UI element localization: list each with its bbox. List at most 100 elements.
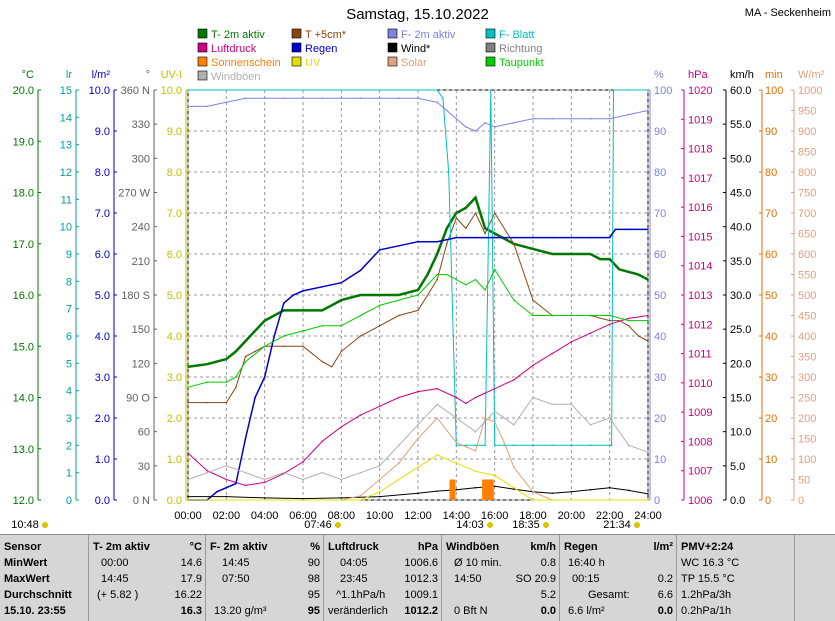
axis-tick-label: 500 — [798, 290, 816, 302]
col-humidity: F- 2m aktiv% 14:45 90 07:50 98 95 13.20 g/… — [205, 535, 324, 621]
legend-label: F- 2m aktiv — [401, 29, 456, 41]
data-point — [637, 335, 640, 337]
axis-tick-label: 1009 — [688, 407, 712, 419]
data-point — [490, 89, 492, 91]
axis-tick-label: 30 — [765, 372, 777, 384]
series-line — [188, 454, 648, 501]
sun-marker-label: 18:35 — [512, 519, 540, 531]
data-point — [442, 97, 444, 99]
data-point — [436, 278, 438, 281]
data-point — [628, 489, 630, 492]
sun-icon — [487, 522, 493, 528]
axis-tick-label: 4.0 — [95, 331, 110, 343]
data-point — [302, 290, 304, 292]
stats-table: Sensor MinWert MaxWert Durchschnitt 15.1… — [0, 534, 835, 621]
data-point — [321, 471, 323, 474]
cell: 95 — [307, 605, 320, 617]
axis-tick-label: 15 — [60, 85, 72, 97]
x-tick-label: 24:00 — [634, 510, 662, 522]
x-tick-label: 12:00 — [404, 510, 432, 522]
cell: 00:00 — [101, 557, 129, 569]
data-point — [493, 410, 496, 412]
data-point — [513, 486, 515, 489]
legend-label: F- Blatt — [499, 29, 534, 41]
axis-tick-label: 60 — [138, 427, 150, 439]
data-point — [647, 109, 649, 112]
series-windb-en — [187, 396, 649, 481]
data-point — [254, 350, 256, 353]
data-point — [455, 488, 458, 491]
legend: T- 2m aktiv T +5cm* F- 2m aktiv F- Blatt Luf… — [197, 28, 544, 83]
data-point — [398, 478, 400, 481]
data-point — [206, 401, 208, 404]
axis-tick-label: 4.0 — [167, 331, 182, 343]
axis-unit: ° — [146, 69, 150, 81]
axis-tick-label: 150 — [132, 324, 150, 336]
data-point — [235, 376, 237, 378]
x-tick-label: 06:00 — [289, 510, 317, 522]
hum-unit: % — [310, 541, 320, 553]
axis-tick-label: 80 — [765, 167, 777, 179]
axis-tick-label: 9.0 — [167, 126, 182, 138]
axis-tick-label: 1.0 — [167, 454, 182, 466]
axis-tick-label: 1008 — [688, 436, 712, 448]
x-tick-label: 10:00 — [366, 510, 394, 522]
axis-tick-label: 1.0 — [95, 454, 110, 466]
data-point — [359, 471, 362, 474]
data-point — [465, 283, 467, 286]
data-point — [570, 491, 573, 493]
axis-tick-label: 1019 — [688, 114, 712, 126]
legend-label: Regen — [305, 43, 337, 55]
data-point — [206, 105, 208, 108]
axis-tick-label: 1006 — [688, 495, 712, 507]
axis-tick-label: 11 — [61, 194, 72, 206]
data-point — [378, 294, 381, 296]
axis-tick-label: 2.0 — [167, 413, 182, 425]
cell: TP 15.5 °C — [681, 573, 735, 585]
data-point — [187, 499, 189, 501]
axis-unit: W/m² — [798, 69, 825, 81]
axis-tick-label: 330 — [132, 119, 150, 131]
axis-tick-label: 2.0 — [95, 413, 110, 425]
data-point — [340, 324, 343, 327]
data-point — [484, 232, 486, 235]
data-point — [570, 403, 573, 406]
cell: Gesamt: — [588, 589, 630, 601]
data-point — [417, 289, 419, 291]
cell: WC 16.3 °C — [681, 557, 740, 569]
data-point — [321, 324, 323, 327]
legend-swatch — [485, 42, 496, 53]
data-point — [570, 253, 573, 255]
hum-header: F- 2m aktiv — [210, 541, 268, 553]
cell: 0.8 — [540, 557, 556, 569]
axis-tick-label: 0 — [654, 495, 660, 507]
data-point — [436, 387, 438, 390]
axis-tick-label: 12 — [60, 167, 72, 179]
data-point — [187, 495, 189, 498]
data-point — [589, 332, 592, 334]
axis-tick-label: 90 O — [126, 393, 150, 405]
weather-chart: °C20.019.018.017.016.015.014.013.012.0lr… — [11, 28, 825, 531]
axis-tick-label: 6 — [66, 331, 72, 343]
axis-tick-label: 1000 — [798, 85, 822, 97]
row-label: MaxWert — [4, 573, 50, 585]
axis-tick-label: 550 — [798, 270, 816, 282]
cell: 95 — [307, 589, 320, 601]
data-point — [484, 122, 486, 124]
data-point — [628, 319, 630, 322]
cell: 0.0 — [657, 605, 673, 617]
data-point — [235, 386, 237, 389]
axis-tick-label: 0.0 — [730, 495, 745, 507]
data-point — [225, 401, 228, 404]
axis-tick-label: 13 — [60, 140, 72, 152]
press-unit: hPa — [417, 541, 438, 553]
series-luftdruck — [187, 314, 649, 487]
data-point — [493, 474, 496, 477]
cell: 6.6 l/m² — [568, 605, 605, 617]
data-point — [532, 364, 534, 367]
data-point — [551, 403, 553, 406]
cell: 16.22 — [174, 589, 202, 601]
axis-tick-label: 90 — [765, 126, 777, 138]
data-point — [551, 253, 553, 255]
data-point — [513, 379, 515, 381]
